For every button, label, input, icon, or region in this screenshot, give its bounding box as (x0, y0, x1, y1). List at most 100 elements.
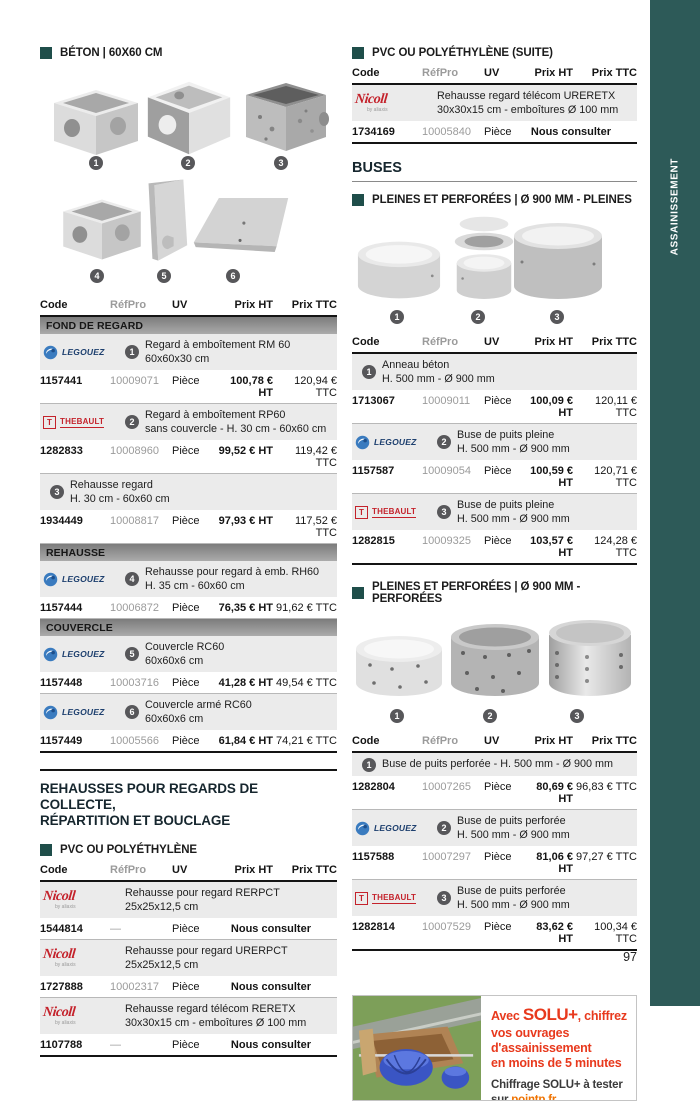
price-ttc: 124,28 € TTC (573, 535, 637, 559)
item-number-badge: 4 (125, 572, 139, 586)
product-ref: 10009071 (110, 375, 172, 387)
pointp-link[interactable]: pointp.fr (511, 1094, 556, 1101)
product-ref: — (110, 1039, 172, 1051)
consult-label: Nous consulter (218, 923, 337, 935)
product-photo-anneau-1 (354, 238, 444, 304)
product-photo-perforee-1 (352, 633, 446, 703)
item-number-badge: 1 (362, 365, 376, 379)
product-photos-beton: 1 2 3 4 5 6 (40, 65, 337, 291)
price-ttc: 120,11 € TTC (573, 395, 637, 419)
product-desc: Couvercle RC60 (145, 640, 224, 654)
solu-plus-ad: Avec SOLU+, chiffrez vos ouvrages d'assa… (352, 995, 637, 1101)
legouez-icon (355, 821, 370, 836)
product-photo-regard-3 (240, 77, 332, 157)
product-desc: Buse de puits pleine (457, 428, 570, 442)
product-data-row: 1727888 10002317 Pièce Nous consulter (40, 976, 337, 998)
item-number-badge: 5 (125, 647, 139, 661)
product-uv: Pièce (172, 445, 218, 457)
product-ref: — (110, 923, 172, 935)
price-ht: 100,78 € HT (218, 375, 273, 399)
product-desc: Regard à emboîtement RP60 (145, 408, 326, 422)
photo-number-badge: 5 (157, 269, 171, 283)
legouez-logo: LEGOUEZ (40, 572, 119, 587)
product-ref: 10007265 (422, 781, 484, 793)
price-ttc: 91,62 € TTC (273, 602, 337, 614)
photo-number-badge: 1 (390, 709, 404, 723)
legouez-icon (43, 647, 58, 662)
product-photo-regard-1 (46, 83, 146, 161)
side-tab-assainissement: ASSAINISSEMENT (650, 0, 700, 1006)
item-number-badge: 1 (362, 758, 376, 772)
col-code: Code (40, 864, 110, 876)
section-bullet-icon (40, 844, 52, 856)
product-desc: H. 500 mm - Ø 900 mm (457, 828, 570, 842)
product-desc: Buse de puits perforée - H. 500 mm - Ø 9… (382, 757, 613, 771)
right-column: PVC OU POLYÉTHYLÈNE (SUITE) Code RéfPro … (352, 45, 637, 1101)
nicoll-subtext: by aliaxis (43, 905, 76, 910)
col-prix-ttc: Prix TTC (273, 299, 337, 311)
product-data-row: 1157448 10003716 Pièce 41,28 € HT 49,54 … (40, 672, 337, 694)
col-refpro: RéfPro (422, 67, 484, 79)
product-desc: 25x25x12,5 cm (125, 900, 280, 914)
product-desc: Rehausse regard télécom URERETX (437, 89, 618, 103)
section-bullet-icon (352, 47, 364, 59)
price-ht: 81,06 € HT (530, 851, 573, 875)
product-code: 1282804 (352, 781, 422, 793)
thebault-icon: T (43, 416, 56, 429)
product-code: 1282814 (352, 921, 422, 933)
product-code: 1727888 (40, 981, 110, 993)
product-uv: Pièce (172, 981, 218, 993)
product-data-row: 1282804 10007265 Pièce 80,69 € HT 96,83 … (352, 776, 637, 810)
product-data-row: 1157449 10005566 Pièce 61,84 € HT 74,21 … (40, 730, 337, 751)
item-number-badge: 2 (437, 435, 451, 449)
price-ttc: 120,94 € TTC (273, 375, 337, 399)
product-uv: Pièce (484, 395, 530, 407)
product-desc: 60x60x30 cm (145, 352, 290, 366)
table-section-bar: FOND DE REGARD (40, 317, 337, 334)
price-ht: 61,84 € HT (218, 735, 273, 747)
legouez-logo: LEGOUEZ (40, 705, 119, 720)
photo-number-badge: 2 (181, 156, 195, 170)
photo-number-badge: 3 (570, 709, 584, 723)
price-ht: 99,52 € HT (218, 445, 273, 457)
product-ref: 10005840 (422, 126, 484, 138)
col-refpro: RéfPro (110, 864, 172, 876)
section-header-beton: BÉTON | 60X60 CM (40, 47, 337, 59)
product-ref: 10009011 (422, 395, 484, 407)
product-data-row: 1734169 10005840 Pièce Nous consulter (352, 121, 637, 142)
product-photo-couvercle-debout-5 (135, 175, 193, 269)
product-code: 1734169 (352, 126, 422, 138)
product-ref: 10009054 (422, 465, 484, 477)
product-desc: Couvercle armé RC60 (145, 698, 252, 712)
product-uv: Pièce (172, 1039, 218, 1051)
section-header-pvc-suite: PVC OU POLYÉTHYLÈNE (SUITE) (352, 47, 637, 59)
col-prix-ttc: Prix TTC (573, 336, 637, 348)
col-prix-ht: Prix HT (530, 336, 573, 348)
legouez-icon (43, 345, 58, 360)
thebault-logo: T THEBAULT (40, 416, 119, 429)
product-code: 1934449 (40, 515, 110, 527)
price-ht: 103,57 € HT (530, 535, 573, 559)
section-title: PLEINES ET PERFORÉES | Ø 900 MM - PERFOR… (372, 581, 637, 605)
section-header-perforees: PLEINES ET PERFORÉES | Ø 900 MM - PERFOR… (352, 581, 637, 605)
price-ht: 76,35 € HT (218, 602, 273, 614)
product-photo-regard-2 (140, 73, 238, 159)
item-number-badge: 6 (125, 705, 139, 719)
col-uv: UV (172, 299, 218, 311)
photo-number-badge: 2 (471, 310, 485, 324)
product-desc: Regard à emboîtement RM 60 (145, 338, 290, 352)
legouez-logo: LEGOUEZ (40, 647, 119, 662)
legouez-icon (355, 435, 370, 450)
section-title: PVC OU POLYÉTHYLÈNE (60, 844, 197, 856)
product-data-row: 1934449 10008817 Pièce 97,93 € HT 117,52… (40, 510, 337, 544)
ad-headline-line2: vos ouvrages d'assainissement (491, 1026, 630, 1057)
buses-heading: BUSES (352, 160, 637, 182)
price-ttc: 74,21 € TTC (273, 735, 337, 747)
photo-number-badge: 2 (483, 709, 497, 723)
product-desc: H. 500 mm - Ø 900 mm (457, 512, 570, 526)
